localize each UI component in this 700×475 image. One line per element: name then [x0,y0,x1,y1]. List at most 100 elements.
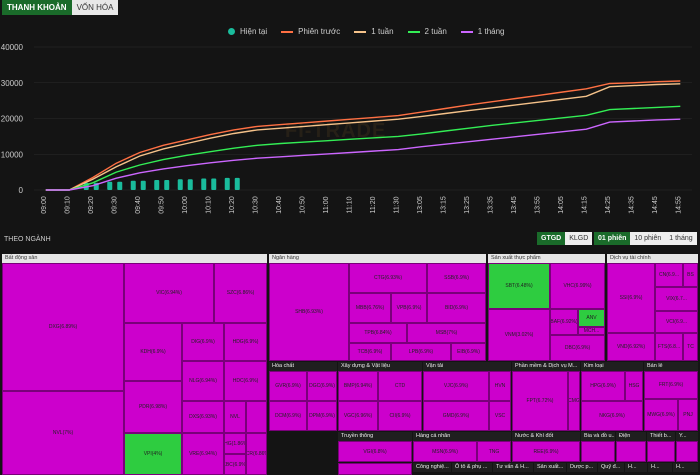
sector-header-kim-loai[interactable]: Kim loại [581,362,643,371]
legend-item-phien-truoc[interactable]: Phiên trước [281,27,340,36]
stock-dcm[interactable]: DCM(6.9%) [269,401,307,431]
stock-dxs[interactable]: DXS(6.93%) [182,401,224,433]
period-10-phien[interactable]: 10 phiên [630,232,666,245]
stock-vpb[interactable]: VPB(6.9%) [391,293,427,323]
stock-hdc[interactable]: HDC(6.9%) [224,361,267,401]
legend-item-2-tuan[interactable]: 2 tuần [407,27,447,36]
stock-misc[interactable] [338,463,412,475]
stock-szc[interactable]: SZC(6.86%) [214,263,267,323]
stock-mbb[interactable]: MBB(6.76%) [349,293,391,323]
stock-tng[interactable]: TNG [477,441,511,462]
stock-vre[interactable]: VRE(6.94%) [182,433,224,475]
stock-frt[interactable]: FRT(6.9%) [644,371,698,399]
sector-header-duoc-pham[interactable]: Dược p... [567,463,597,472]
stock-bs[interactable]: BS [683,263,698,287]
sector-header-h3[interactable]: H... [673,463,698,472]
sector-header-truyen-thong[interactable]: Truyền thông [338,432,412,441]
metric-gtgd[interactable]: GTGD [537,232,566,245]
stock-bmp[interactable]: BMP(6.94%) [338,371,378,401]
stock-ctg[interactable]: CTG(6.93%) [349,263,427,293]
tab-von-hoa[interactable]: VỐN HÓA [71,0,119,15]
stock-hsg[interactable]: HSG [625,371,643,401]
stock-dig[interactable]: DIG(6.9%) [182,323,224,361]
sector-header-oto[interactable]: Ô tô & phụ ... [452,463,492,472]
stock-dbc[interactable]: DBC(6.9%) [550,335,605,361]
sector-header-dich-vu-tai-chinh[interactable]: Dịch vụ tài chính [607,254,698,263]
sector-header-van-tai[interactable]: Vận tải [423,362,511,371]
sector-header-hang-ca-nhan[interactable]: Hàng cá nhân [413,432,511,441]
period-01-phien[interactable]: 01 phiên [594,232,631,245]
stock-cii[interactable]: CII(6.9%) [378,401,422,431]
stock-nlg[interactable]: NLG(6.94%) [182,361,224,401]
legend-item-1-thang[interactable]: 1 tháng [460,27,505,36]
stock-dhg[interactable] [676,441,698,462]
stock-vic[interactable]: VIC(6.94%) [124,263,214,323]
stock-gmd[interactable]: GMD(6.9%) [423,401,489,431]
stock-ssi[interactable]: SSI(6.9%) [607,263,655,333]
stock-hpg[interactable]: HPG(6.9%) [581,371,625,401]
period-1-thang[interactable]: 1 tháng [665,232,697,245]
stock-pdr[interactable]: PDR(6.98%) [124,381,182,433]
stock-ssb[interactable]: SSB(6.9%) [427,263,486,293]
sector-header-ban-le[interactable]: Bán lẻ [644,362,698,371]
sector-header-san-xuat-thuc-pham[interactable]: Sản xuất thực phẩm [488,254,605,263]
stock-vgc[interactable]: VGC(6.96%) [338,401,378,431]
sector-header-cong-nghiep[interactable]: Công nghiệ... [413,463,451,472]
stock-hvn[interactable]: HVN [489,371,511,401]
sector-header-phan-mem[interactable]: Phần mềm & Dịch vụ M... [512,362,580,371]
tab-thanh-khoan[interactable]: THANH KHOẢN [2,0,72,15]
stock-sbt[interactable]: SBT(6.48%) [488,263,550,309]
stock-anv[interactable]: ANV [578,309,605,327]
sector-header-h1[interactable]: H... [625,463,647,472]
stock-hdg[interactable]: HDG(6.9%) [224,323,267,361]
stock-pow[interactable] [616,441,646,462]
stock-msn[interactable]: MSN(6.9%) [413,441,477,462]
stock-shb[interactable]: SHB(6.93%) [269,263,349,361]
stock-vix[interactable]: VIX(6.7... [655,287,698,311]
stock-vci[interactable]: VCI(6.9... [655,311,698,333]
stock-dgc[interactable]: DGC(6.9%) [307,371,337,401]
sector-header-ngan-hang[interactable]: Ngân hàng [269,254,486,263]
stock-tpb[interactable]: TPB(6.84%) [349,323,407,343]
stock-pnj[interactable]: PNJ [678,399,698,431]
sector-header-nuoc-khi-dot[interactable]: Nước & Khí đốt [512,432,580,441]
stock-vnm[interactable]: VNM(3.02%) [488,309,550,361]
stock-eib[interactable]: EIB(6.9%) [451,343,486,361]
sector-header-bia[interactable]: Bia và đồ u... [581,432,615,441]
stock-ree[interactable]: REE(6.9%) [512,441,580,462]
stock-sab[interactable] [581,441,615,462]
stock-scr[interactable]: SCR(6.86%) [246,433,267,475]
stock-gvr[interactable]: GVR(6.9%) [269,371,307,401]
stock-ctd[interactable]: CTD [378,371,422,401]
sector-header-dien[interactable]: Điện [616,432,646,441]
stock-mch[interactable]: MCH... [578,327,605,335]
stock-kbc[interactable]: KBC(6.9%) [224,454,246,475]
stock-vjc[interactable]: VJC(6.9%) [423,371,489,401]
stock-bid[interactable]: BID(6.9%) [427,293,486,323]
stock-tcb[interactable]: TCB(6.9%) [349,343,391,361]
stock-baf[interactable]: BAF(6.92%) [550,309,578,335]
sector-header-xay-dung[interactable]: Xây dựng & Vật liệu [338,362,422,371]
stock-vgi[interactable]: VGI(6.8%) [338,441,412,462]
stock-ijc[interactable] [246,401,267,433]
stock-nvl[interactable]: NVL(7%) [2,391,124,475]
stock-kdh[interactable]: KDH(6.9%) [124,323,182,381]
stock-lpb[interactable]: LPB(6.9%) [391,343,451,361]
stock-cn[interactable]: CN(6.9... [655,263,683,287]
sector-header-hoa-chat[interactable]: Hóa chất [269,362,337,371]
stock-vsc[interactable]: VSC [489,401,511,431]
stock-fpt[interactable]: FPT(6.72%) [512,371,568,431]
sector-header-san-xuat[interactable]: Sản xuất... [534,463,566,472]
stock-dxg[interactable]: DXG(6.89%) [2,263,124,391]
stock-khg[interactable]: KHG(1.86%) [224,433,246,454]
sector-header-bds[interactable]: Bất động sản [2,254,267,263]
stock-gex[interactable] [647,441,675,462]
stock-fts[interactable]: FTS(6.8... [655,333,683,361]
stock-vnd[interactable]: VND(6.92%) [607,333,655,361]
stock-tc[interactable]: TC [683,333,698,361]
stock-msb[interactable]: MSB(7%) [407,323,486,343]
legend-item-hien-tai[interactable]: Hiện tại [228,27,267,36]
stock-vhc[interactable]: VHC(6.99%) [550,263,605,309]
stock-cmg[interactable]: CMG [568,371,580,431]
sector-header-h2[interactable]: H... [648,463,672,472]
